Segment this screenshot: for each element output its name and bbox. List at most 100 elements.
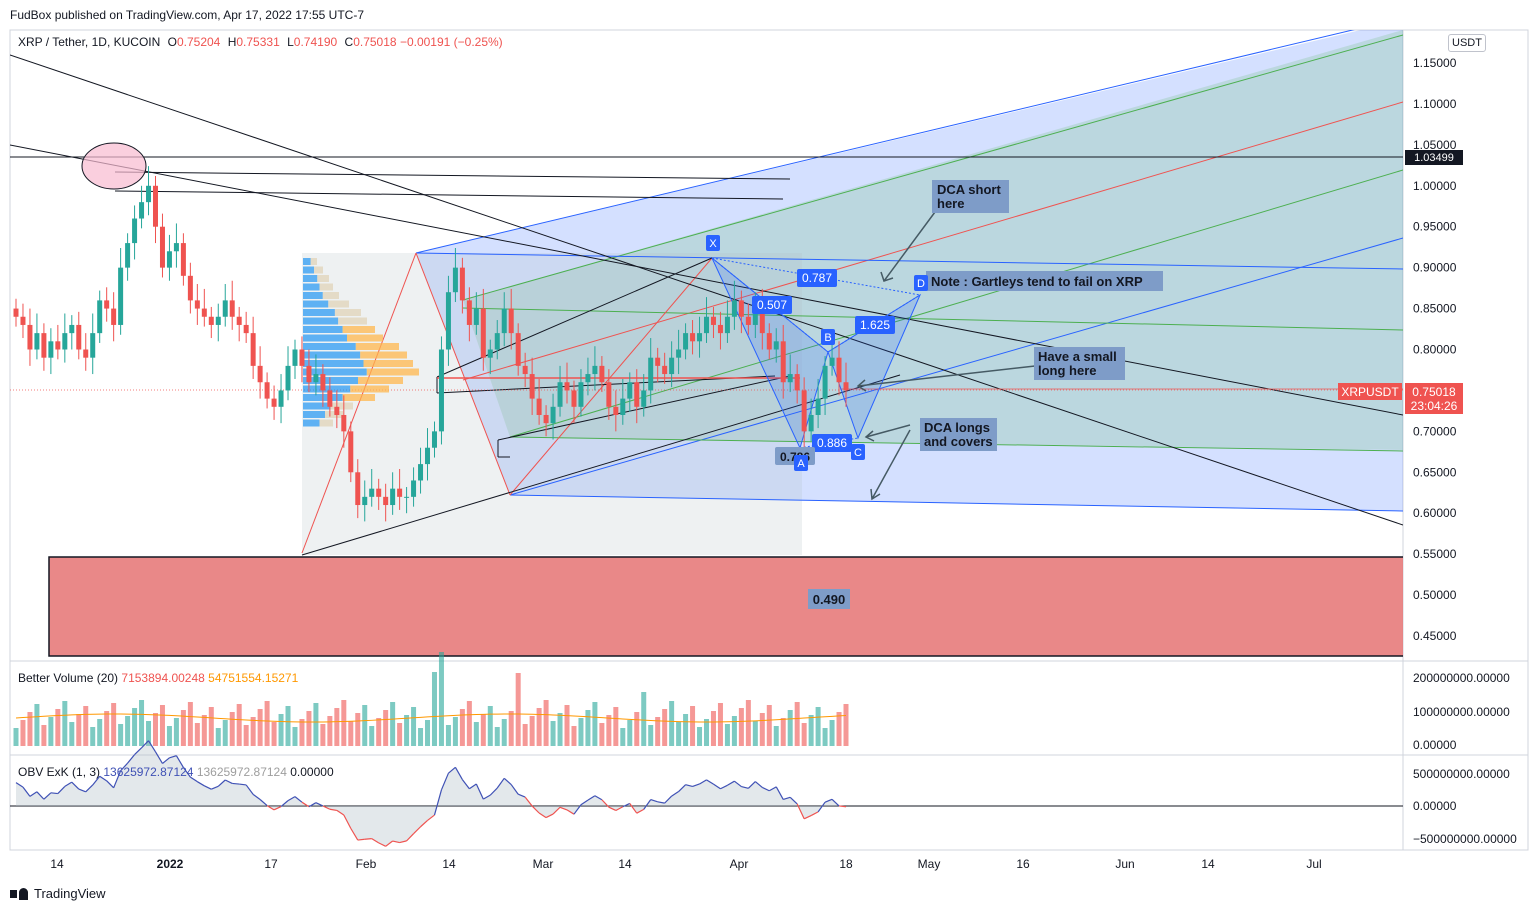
footer-brand[interactable]: TradingView [10,886,106,901]
volume-bar [704,719,710,746]
volume-bar [459,709,465,746]
volume-bar [208,707,214,746]
obv-legend[interactable]: OBV ExK (1, 3) 13625972.87124 13625972.8… [18,765,334,779]
obv-segment [36,791,45,800]
obv-segment [552,806,561,815]
support-zone[interactable] [48,556,1409,657]
candle-body [362,496,368,506]
volume-bar [843,704,849,746]
volume-bar [599,723,605,746]
volume-bar [411,707,417,746]
symbol-legend[interactable]: XRP / Tether, 1D, KUCOIN O0.75204 H0.753… [18,35,503,49]
candle-body [376,488,382,497]
ray-2 [114,190,784,200]
candle-body [285,365,291,391]
obv-segment [50,792,58,795]
open-label: O [167,35,177,49]
candle-body [787,374,793,383]
support-zone-label[interactable]: 0.490 [808,589,850,609]
candle-body [313,374,319,383]
volume-value-2: 54751554.15271 [208,671,299,685]
candle-body [634,382,640,407]
obv-segment [99,775,108,782]
volume-profile-bar-up [303,377,358,384]
obv-value-2: 13625972.87124 [196,765,287,779]
volume-profile-bar-up [303,368,367,376]
volume-title: Better Volume (20) [18,671,119,685]
volume-bar [404,715,410,746]
obv-segment [510,784,519,795]
last-price-symbol: XRPUSDT [1341,385,1399,399]
volume-bar [229,712,235,746]
obv-segment [204,785,212,790]
time-tick-label: 16 [1016,857,1030,871]
volume-bar [299,719,305,746]
volume-profile-bar-up [303,275,318,282]
horizontal-level-value: 1.03499 [1414,152,1454,164]
volume-profile-bar-down [342,326,375,333]
volume-bar [159,705,165,746]
volume-bar [76,714,82,746]
candle-body [299,349,305,366]
obv-segment [531,805,540,814]
volume-bar [271,722,277,746]
candle-body [613,406,619,415]
dca-short-label[interactable]: DCA short here [932,180,1009,213]
candle-body [829,357,835,366]
volume-bar [243,725,249,746]
time-tick-label: Apr [730,857,749,871]
obv-segment [232,782,240,785]
gartley-note-label[interactable]: Note : Gartleys tend to fail on XRP [926,271,1163,291]
obv-segment [643,799,652,810]
obv-segment [789,796,798,805]
candle-body [152,185,158,227]
volume-profile-bar-down [355,343,399,350]
volume-bar [780,718,786,746]
volume-legend[interactable]: Better Volume (20) 7153894.00248 5475155… [18,671,298,685]
candle-body [480,308,486,358]
candle-body [738,300,744,317]
candle-body [431,431,437,448]
currency-button[interactable]: USDT [1448,34,1486,52]
price-tick-label: 0.70000 [1413,424,1457,438]
volume-profile-bar-up [303,266,314,274]
candle-body [104,300,110,309]
candle-body [780,341,786,383]
obv-segment [413,826,421,835]
obv-segment [406,833,414,842]
candle-body [264,382,270,399]
candle-body [473,308,479,325]
candle-body [243,324,249,334]
pitchfork-handle-red [301,252,417,554]
obv-area [16,740,846,847]
obv-segment [197,781,205,787]
small-long-label[interactable]: Have a small long here [1034,347,1125,380]
candle-body [271,398,277,407]
obv-segment [678,784,686,792]
obv-segment [427,814,435,821]
volume-bar [487,706,493,746]
candle-body [662,365,668,375]
obv-segment [71,781,80,790]
volume-bar [327,716,333,746]
candle-body [515,333,521,366]
obv-segment [273,806,282,811]
candle-body [843,382,849,391]
candle-body [655,357,661,366]
obv-segment [364,838,372,840]
obv-segment [615,806,624,812]
candle-body [390,488,396,506]
top-highlight-circle[interactable] [81,142,147,190]
pattern-point-b: B [821,329,835,345]
price-tick-label: 0.55000 [1413,547,1457,561]
pattern-point-a-text: A [797,458,805,470]
price-scale[interactable]: 1.15000 1.10000 1.05000 1.00000 0.95000 0.900… [1413,56,1457,643]
dca-longs-label[interactable]: DCA longs and covers [920,418,997,451]
volume-bar [166,726,172,746]
candlestick-series [13,166,849,522]
arrow-dca-1 [865,424,911,438]
volume-bar [564,705,570,746]
volume-bar [152,713,158,746]
time-axis[interactable]: 14 2022 17 Feb 14 Mar 14 Apr 18 May 16 Jun 14 Jul [50,857,1321,871]
